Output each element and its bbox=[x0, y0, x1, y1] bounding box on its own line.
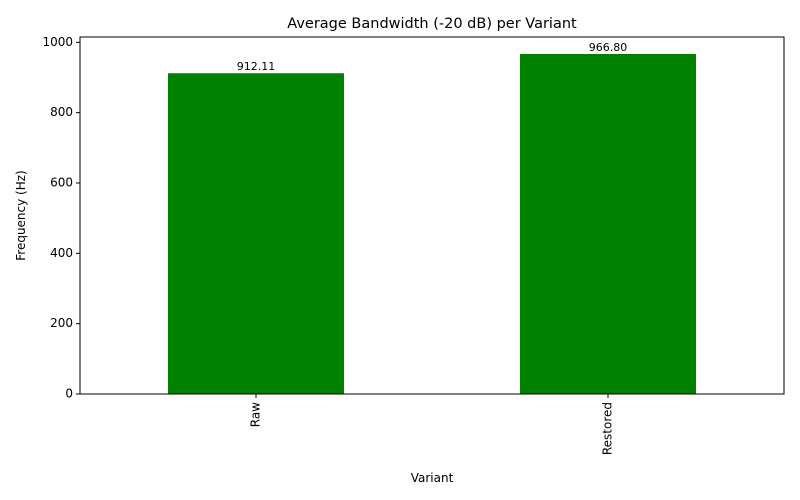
bar-raw bbox=[168, 73, 344, 394]
y-tick-label: 1000 bbox=[42, 35, 73, 49]
bar-restored bbox=[520, 54, 696, 394]
x-tick-label: Raw bbox=[249, 402, 263, 427]
y-axis-label: Frequency (Hz) bbox=[14, 170, 28, 261]
bar-value-label: 912.11 bbox=[237, 60, 276, 73]
x-tick-label: Restored bbox=[601, 402, 615, 455]
chart-title: Average Bandwidth (-20 dB) per Variant bbox=[287, 16, 577, 32]
y-tick-label: 0 bbox=[65, 387, 73, 401]
bar-value-labels: 912.11 966.80 bbox=[237, 41, 628, 73]
y-tick-label: 600 bbox=[50, 175, 73, 189]
x-axis: Raw Restored bbox=[249, 394, 615, 455]
y-tick-label: 400 bbox=[50, 246, 73, 260]
plot-area-frame bbox=[79, 36, 785, 395]
x-axis-label: Variant bbox=[411, 471, 454, 485]
bar-value-label: 966.80 bbox=[589, 41, 628, 54]
y-tick-label: 800 bbox=[50, 105, 73, 119]
bars-group bbox=[168, 54, 696, 394]
y-tick-label: 200 bbox=[50, 316, 73, 330]
y-axis: 0 200 400 600 800 1000 bbox=[42, 35, 80, 401]
